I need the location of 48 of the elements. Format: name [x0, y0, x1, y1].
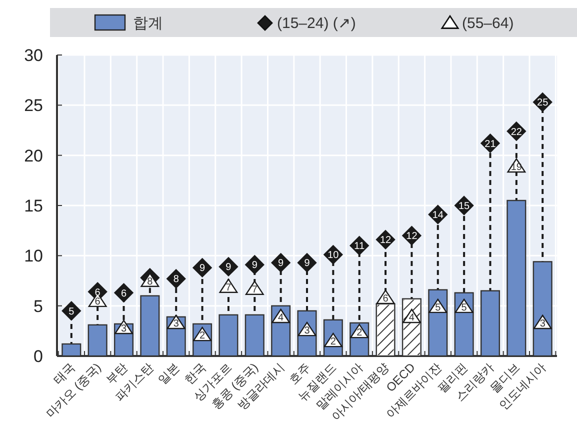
data-label: 5	[68, 306, 75, 318]
data-label: 2	[330, 336, 336, 348]
y-tick-label: 30	[24, 46, 43, 65]
data-label: 11	[354, 241, 365, 252]
data-label: 3	[173, 318, 180, 330]
data-label: 7	[252, 284, 258, 296]
data-label: 19	[510, 162, 522, 173]
data-label: 2	[200, 330, 206, 342]
data-label: 5	[461, 302, 468, 314]
data-label: 10	[328, 250, 340, 262]
data-label: 8	[173, 274, 180, 286]
data-label: 14	[432, 210, 444, 222]
y-tick-label: 15	[24, 196, 43, 216]
data-label: 21	[484, 138, 496, 150]
data-label: 6	[120, 288, 127, 300]
data-label: 6	[382, 293, 389, 304]
data-label: 4	[278, 312, 284, 324]
legend-label: (55–64)	[462, 15, 514, 32]
data-label: 15	[458, 201, 470, 212]
data-label: 7	[226, 282, 232, 294]
data-label: 9	[200, 263, 206, 274]
data-label: 3	[540, 318, 546, 330]
data-label: 12	[406, 231, 418, 242]
data-label: 9	[252, 260, 258, 272]
data-label: 9	[278, 258, 284, 270]
data-label: 3	[304, 325, 310, 336]
point	[218, 257, 238, 276]
data-label: 22	[510, 126, 522, 138]
data-label: 12	[380, 235, 392, 246]
point	[297, 253, 317, 272]
data-label: 6	[94, 296, 101, 308]
data-label: 2	[356, 327, 363, 338]
y-tick-label: 20	[24, 146, 43, 166]
x-tick-label: 일본	[155, 360, 182, 388]
data-label: 6	[94, 287, 101, 298]
legend-label: (15–24) (↗)	[277, 15, 356, 32]
y-tick-label: 25	[24, 96, 43, 116]
data-label: 3	[120, 323, 127, 334]
y-tick-label: 10	[24, 246, 43, 266]
data-label: 5	[435, 302, 442, 314]
y-tick-label: 0	[34, 347, 43, 366]
data-label: 4	[408, 312, 415, 324]
data-label: 8	[147, 276, 154, 288]
data-label: 9	[304, 258, 310, 270]
y-tick-label: 5	[34, 296, 43, 316]
data-label: 25	[537, 98, 549, 109]
data-label: 9	[226, 262, 232, 274]
legend-label: 합계	[133, 15, 163, 32]
